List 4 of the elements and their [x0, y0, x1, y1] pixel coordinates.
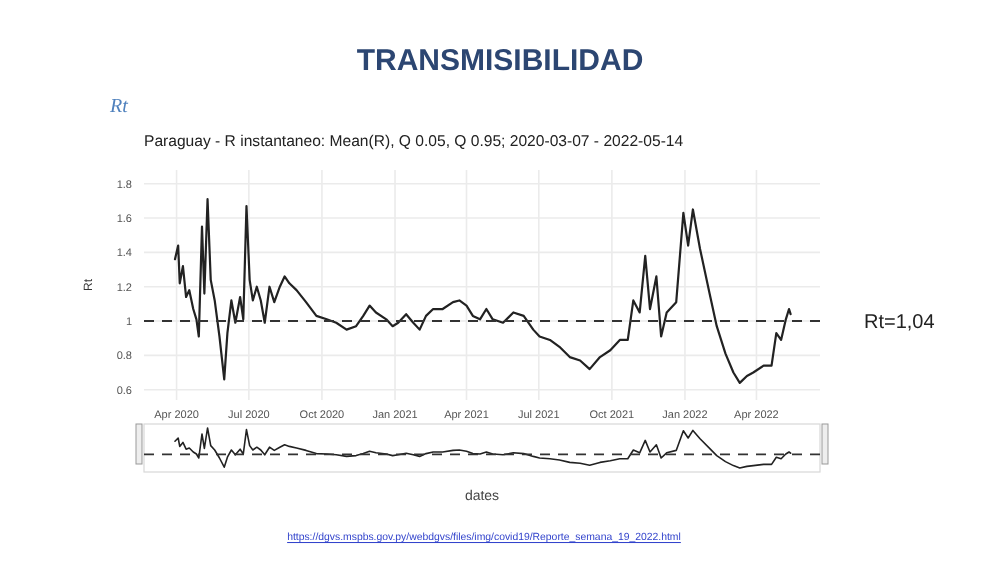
chart-title: TRANSMISIBILIDAD: [356, 44, 644, 78]
line-series: [173, 198, 792, 384]
text: Rt=1,04: [864, 312, 936, 335]
text: Rt: [108, 96, 129, 118]
